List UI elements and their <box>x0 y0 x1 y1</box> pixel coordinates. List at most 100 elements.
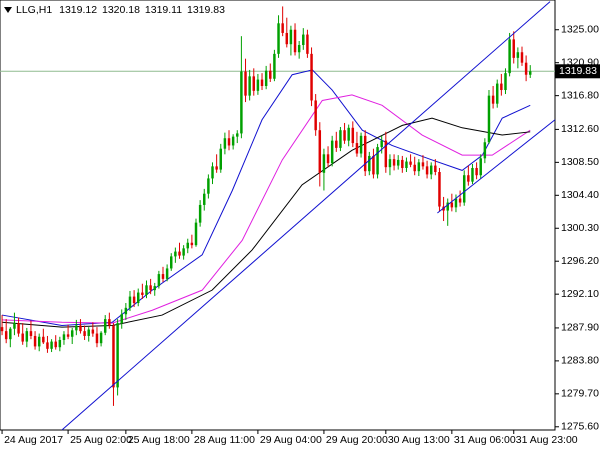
candle-body <box>0 327 4 332</box>
candle-body <box>384 140 388 168</box>
header: LLG,H1 1319.12 1320.18 1319.11 1319.83 <box>16 4 225 16</box>
candle-body <box>516 52 520 58</box>
candle-body <box>256 79 260 91</box>
y-tick-label: 1279.70 <box>561 388 599 400</box>
high: 1320.18 <box>102 4 140 16</box>
candle-body <box>124 307 128 315</box>
candle-body <box>190 242 194 246</box>
candle-body <box>174 251 177 257</box>
candle-body <box>223 138 227 149</box>
x-tick-label: 29 Aug 04:00 <box>260 434 322 446</box>
candle-body <box>132 296 136 304</box>
y-tick-label: 1312.60 <box>561 123 599 135</box>
candle-body <box>281 23 284 33</box>
candle-body <box>351 127 355 144</box>
candle-body <box>405 161 408 168</box>
candle-body <box>446 202 449 211</box>
candle-body <box>244 71 247 96</box>
candle-body <box>87 329 90 336</box>
candle-body <box>9 328 12 340</box>
candle-body <box>392 159 396 166</box>
candle-body <box>186 242 189 249</box>
candle-body <box>273 53 276 79</box>
candle-body <box>508 39 511 74</box>
candle-body <box>306 34 309 54</box>
x-tick-label: 25 Aug 18:00 <box>128 434 190 446</box>
candle-body <box>413 164 416 172</box>
low: 1319.11 <box>145 4 182 16</box>
candle-body <box>136 292 140 304</box>
candle-body <box>335 140 338 148</box>
candle-body <box>483 142 487 159</box>
candle-body <box>165 268 169 279</box>
candle-body <box>479 158 482 176</box>
plot <box>0 1 556 431</box>
candle-body <box>297 45 301 53</box>
candle-body <box>13 323 16 329</box>
candle-body <box>495 83 499 104</box>
trend-line <box>437 119 556 214</box>
price-box <box>555 64 600 79</box>
candle-body <box>454 198 458 208</box>
y-tick-label: 1300.30 <box>561 222 599 234</box>
candle-body <box>529 71 532 75</box>
price-label: 1319.83 <box>559 65 597 77</box>
candle-body <box>520 52 524 63</box>
candle-body <box>487 95 491 143</box>
candle-body <box>343 130 346 141</box>
candle-body <box>289 29 293 45</box>
candle-body <box>203 193 206 205</box>
y-tick-label: 1296.20 <box>561 255 599 267</box>
candle-body <box>194 222 198 246</box>
candle-body <box>215 166 218 170</box>
candle-body <box>50 341 53 349</box>
y-tick-label: 1292.10 <box>561 288 599 300</box>
candle-body <box>211 166 214 179</box>
candle-body <box>95 333 99 344</box>
candle-body <box>417 162 421 172</box>
candle-body <box>120 314 123 324</box>
candle-body <box>4 331 8 340</box>
candle-body <box>401 159 404 168</box>
candle-body <box>260 79 264 86</box>
open: 1319.12 <box>59 4 97 16</box>
candle-body <box>380 140 383 148</box>
candle-body <box>128 296 132 308</box>
candle-body <box>29 331 33 336</box>
candle-body <box>363 135 367 172</box>
x-tick-label: 24 Aug 2017 <box>4 434 63 446</box>
candle-body <box>326 154 330 164</box>
candle-body <box>409 161 412 165</box>
candle-body <box>240 71 243 134</box>
candle-body <box>359 135 363 154</box>
candle-body <box>429 165 433 175</box>
candle-body <box>149 285 152 291</box>
candle-body <box>330 140 334 164</box>
candle-body <box>112 325 115 388</box>
candle-body <box>434 165 437 172</box>
candle-body <box>425 166 429 175</box>
candle-body <box>141 292 144 295</box>
candle-body <box>376 147 379 175</box>
x-tick-label: 29 Aug 20:00 <box>326 434 388 446</box>
x-tick-label: 30 Aug 13:00 <box>388 434 450 446</box>
candle-body <box>310 53 313 101</box>
y-tick-label: 1287.90 <box>561 322 599 334</box>
candle-body <box>231 136 235 146</box>
candle-body <box>264 70 268 86</box>
candle-body <box>248 76 251 96</box>
candle-body <box>17 323 20 334</box>
x-tick-label: 25 Aug 02:00 <box>70 434 132 446</box>
candle-body <box>145 285 148 295</box>
x-tick-label: 31 Aug 06:00 <box>454 434 516 446</box>
candle-body <box>182 248 185 256</box>
y-tick-label: 1316.80 <box>561 89 599 101</box>
candle-body <box>170 256 173 269</box>
candle-body <box>66 334 70 337</box>
candle-body <box>75 325 78 331</box>
candle-body <box>46 342 49 349</box>
candle-body <box>314 100 317 131</box>
candle-body <box>302 34 305 46</box>
candle-body <box>458 198 462 203</box>
